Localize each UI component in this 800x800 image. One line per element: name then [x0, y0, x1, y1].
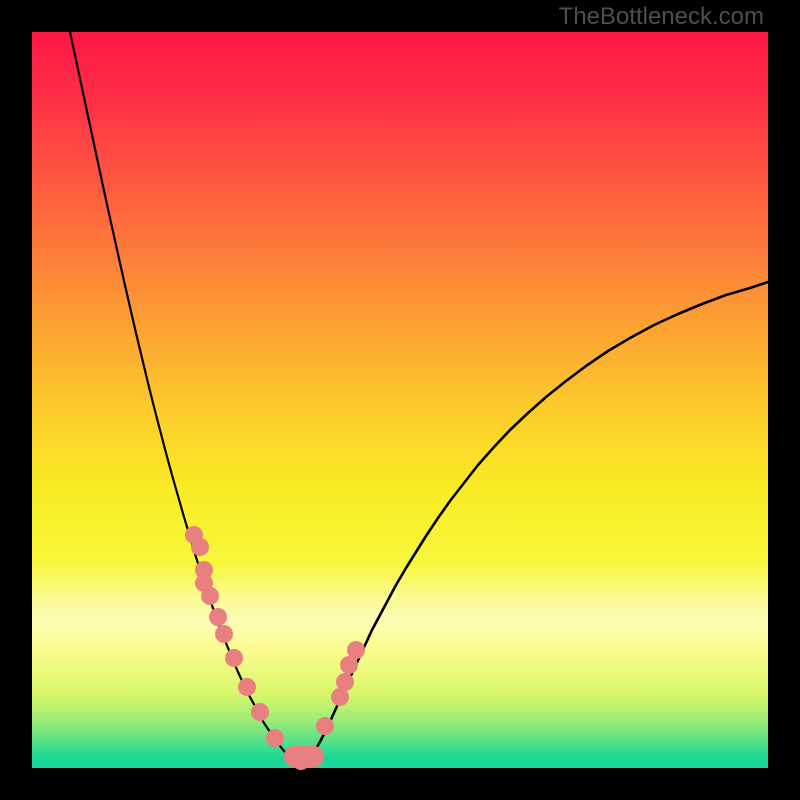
chart-svg [0, 0, 800, 800]
data-marker [316, 717, 334, 735]
chart-frame: TheBottleneck.com [0, 0, 800, 800]
data-marker [215, 625, 233, 643]
data-marker [251, 703, 269, 721]
gradient-background [32, 32, 768, 768]
data-marker [266, 729, 284, 747]
data-marker [238, 678, 256, 696]
data-marker [209, 608, 227, 626]
watermark-text: TheBottleneck.com [559, 3, 764, 31]
data-marker [201, 587, 219, 605]
data-marker [331, 688, 349, 706]
data-marker [191, 538, 209, 556]
data-marker [225, 649, 243, 667]
data-marker-cluster [284, 746, 324, 767]
data-marker [340, 656, 358, 674]
